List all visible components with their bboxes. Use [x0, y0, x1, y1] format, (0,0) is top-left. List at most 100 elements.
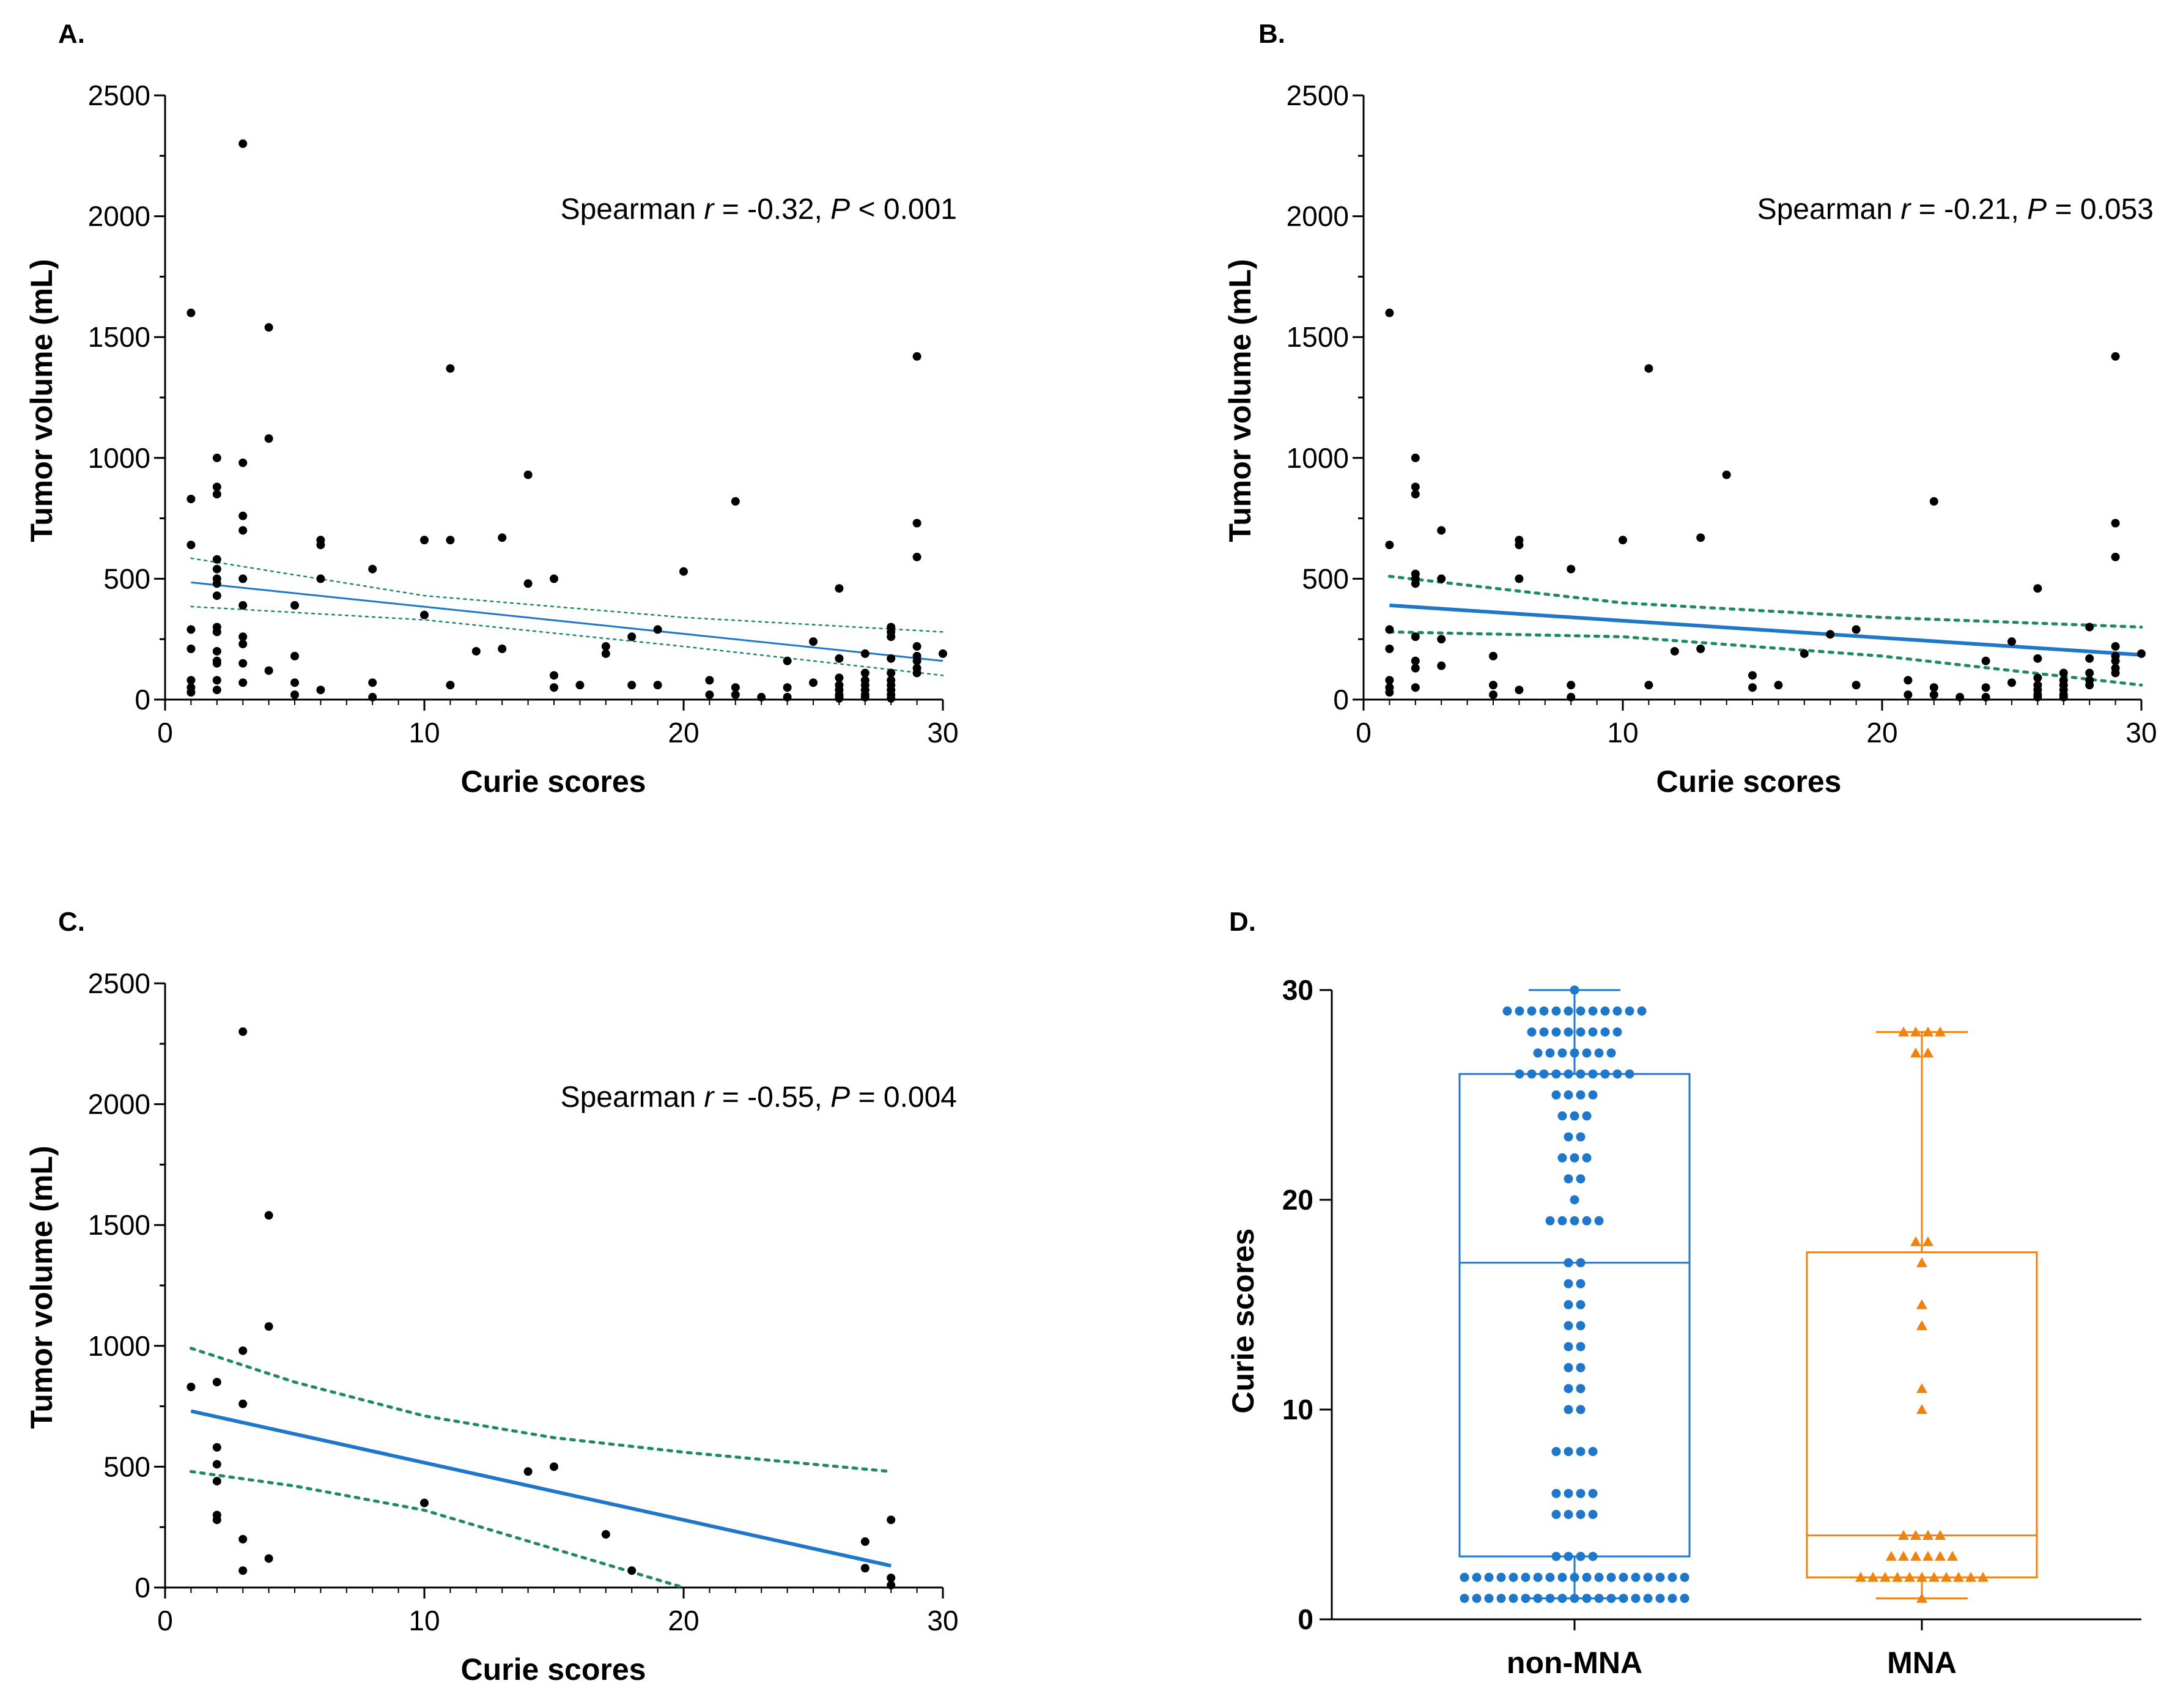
data-point [860, 1564, 870, 1573]
data-point [420, 536, 429, 545]
y-tick-label: 500 [1302, 563, 1349, 594]
category-label: MNA [1887, 1646, 1957, 1680]
data-point [212, 1460, 221, 1469]
data-point [939, 649, 947, 658]
data-point [2007, 678, 2016, 687]
data-point [860, 693, 870, 702]
data-point [1916, 1320, 1927, 1330]
data-point [1515, 541, 1524, 550]
panel-c: C. Tumor volume (mL) Curie scores Spearm… [24, 907, 959, 1687]
data-point [912, 352, 921, 361]
panel-letter-b: B. [1258, 19, 1285, 49]
data-point [1935, 1529, 1946, 1540]
data-point [1898, 1551, 1909, 1561]
data-point [1570, 1153, 1579, 1163]
data-point [471, 646, 481, 656]
data-point [1696, 645, 1705, 654]
data-point [1588, 1090, 1598, 1100]
data-point [1826, 630, 1835, 639]
data-point [1551, 1551, 1561, 1561]
data-point [1852, 681, 1861, 690]
data-point [1570, 1048, 1579, 1058]
data-point [238, 1534, 248, 1543]
x-tick-label: 0 [157, 1605, 173, 1636]
data-point [550, 574, 558, 583]
data-point [1898, 1529, 1909, 1540]
data-point [1594, 1594, 1604, 1603]
data-point [1898, 1026, 1909, 1037]
data-point [1910, 1551, 1921, 1561]
data-point [1582, 1594, 1592, 1603]
data-point [316, 541, 325, 550]
data-point [1644, 681, 1653, 690]
data-point [1722, 470, 1731, 479]
data-point [1977, 1572, 1989, 1582]
data-point [1576, 1510, 1586, 1519]
data-point [1508, 1572, 1518, 1582]
data-point [2111, 668, 2120, 678]
y-tick-label: 2500 [1287, 79, 1349, 111]
data-point [1582, 1111, 1592, 1121]
data-point [550, 671, 558, 680]
data-point [1564, 1342, 1573, 1351]
data-point [1625, 1069, 1634, 1079]
data-point [1655, 1572, 1665, 1582]
data-point [1557, 1111, 1567, 1121]
data-point [1619, 536, 1627, 545]
y-tick-label: 20 [1282, 1184, 1313, 1216]
ci-upper-line [1387, 574, 2143, 629]
data-point [679, 567, 688, 576]
box [1458, 1073, 1691, 1558]
y-tick-label: 1000 [88, 442, 150, 474]
data-point [1385, 541, 1394, 550]
data-point [238, 1027, 248, 1037]
data-point [1411, 482, 1420, 492]
data-point [238, 678, 248, 687]
data-point [1551, 1447, 1561, 1457]
data-point [212, 1378, 221, 1387]
data-point [809, 678, 818, 687]
data-point [1564, 1279, 1573, 1288]
data-point [1533, 1048, 1543, 1058]
data-point [1545, 1594, 1555, 1603]
data-point [1570, 1195, 1579, 1205]
x-axis-title: Curie scores [1656, 764, 1842, 799]
data-point [1437, 635, 1446, 644]
data-point [1588, 1488, 1598, 1498]
y-tick-label: 10 [1282, 1394, 1313, 1425]
data-point [1619, 1572, 1628, 1582]
data-point [1644, 364, 1653, 373]
data-point [1411, 453, 1420, 462]
data-point [368, 564, 377, 574]
data-point [1411, 656, 1420, 665]
y-axis-title: Tumor volume (mL) [24, 259, 59, 542]
data-point [1922, 1529, 1933, 1540]
x-tick-label: 10 [408, 1605, 440, 1636]
data-point [809, 637, 818, 646]
data-point [1922, 1026, 1933, 1037]
data-point [1965, 1572, 1976, 1582]
data-point [1612, 1027, 1622, 1037]
data-point [1564, 1321, 1573, 1331]
data-point [627, 632, 637, 641]
x-tick-label: 20 [668, 717, 699, 749]
spearman-annotation: Spearman r = -0.55, P = 0.004 [561, 1081, 957, 1114]
data-point [186, 645, 196, 654]
data-point [212, 555, 221, 564]
data-point [316, 686, 325, 695]
data-point [1867, 1572, 1878, 1582]
x-tick-label: 20 [1866, 717, 1897, 749]
ci-lower-line [190, 605, 944, 676]
data-point [1385, 625, 1394, 634]
data-point [1515, 686, 1524, 695]
data-point [1600, 1027, 1610, 1037]
data-point [887, 632, 896, 641]
data-point [212, 1515, 221, 1525]
data-point [601, 649, 610, 658]
x-tick-label: 30 [927, 717, 958, 749]
data-point [290, 690, 299, 700]
data-point [1576, 1342, 1586, 1351]
data-point [523, 1467, 533, 1476]
data-point [1929, 1572, 1940, 1582]
data-point [1748, 671, 1757, 680]
